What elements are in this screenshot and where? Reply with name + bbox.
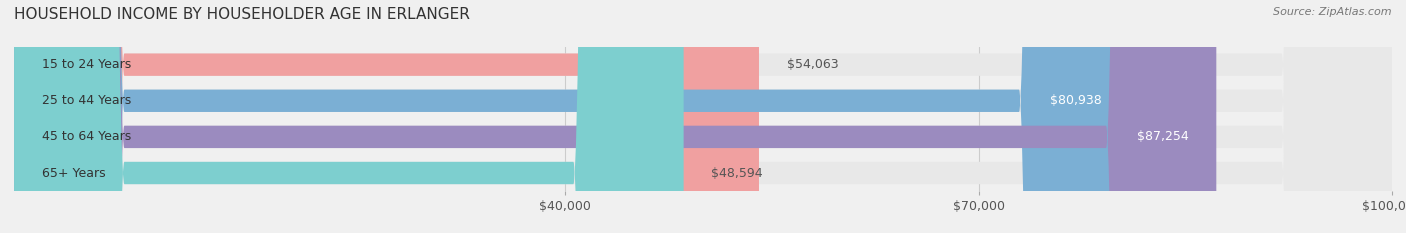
FancyBboxPatch shape: [14, 0, 1392, 233]
Text: $87,254: $87,254: [1137, 130, 1188, 143]
FancyBboxPatch shape: [14, 0, 683, 233]
Text: $80,938: $80,938: [1050, 94, 1102, 107]
Text: 65+ Years: 65+ Years: [42, 167, 105, 179]
Text: Source: ZipAtlas.com: Source: ZipAtlas.com: [1274, 7, 1392, 17]
Text: 25 to 44 Years: 25 to 44 Years: [42, 94, 131, 107]
Text: 15 to 24 Years: 15 to 24 Years: [42, 58, 131, 71]
FancyBboxPatch shape: [14, 0, 1392, 233]
Text: HOUSEHOLD INCOME BY HOUSEHOLDER AGE IN ERLANGER: HOUSEHOLD INCOME BY HOUSEHOLDER AGE IN E…: [14, 7, 470, 22]
FancyBboxPatch shape: [14, 0, 1392, 233]
FancyBboxPatch shape: [14, 0, 1216, 233]
Text: $48,594: $48,594: [711, 167, 763, 179]
Text: 45 to 64 Years: 45 to 64 Years: [42, 130, 131, 143]
Text: $54,063: $54,063: [786, 58, 838, 71]
FancyBboxPatch shape: [14, 0, 1129, 233]
FancyBboxPatch shape: [14, 0, 1392, 233]
FancyBboxPatch shape: [14, 0, 759, 233]
